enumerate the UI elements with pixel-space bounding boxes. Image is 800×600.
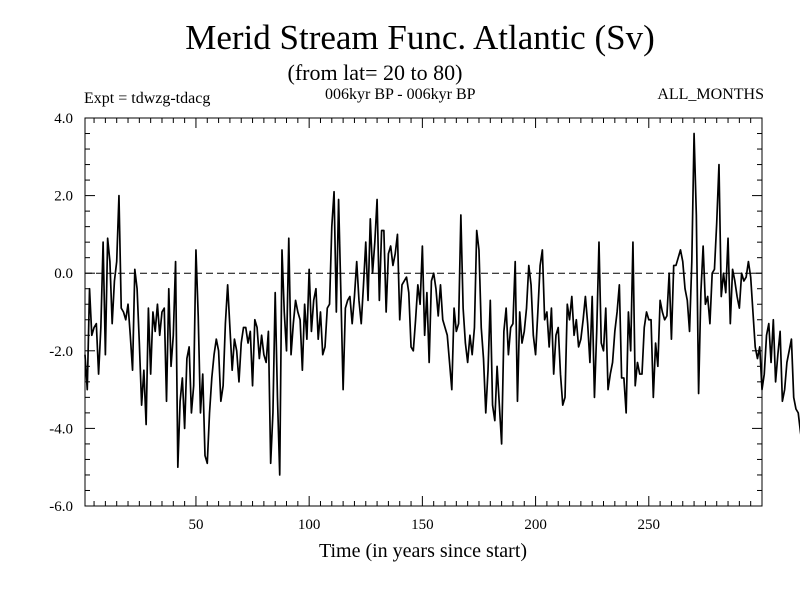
y-tick-label: -2.0 — [49, 344, 73, 360]
y-tick-label: 0.0 — [54, 266, 73, 282]
chart-subtitle: (from lat= 20 to 80) — [287, 60, 463, 85]
y-tick-label: 2.0 — [54, 189, 73, 205]
experiment-label: Expt = tdwzg-tdacg — [84, 90, 211, 107]
months-label: ALL_MONTHS — [657, 86, 764, 103]
x-axis-label: Time (in years since start) — [318, 540, 528, 562]
x-tick-label: 250 — [638, 517, 661, 533]
period-label: 006kyr BP - 006kyr BP — [325, 86, 476, 103]
plot-frame — [84, 117, 763, 507]
chart-title: Merid Stream Func. Atlantic (Sv) — [185, 18, 655, 57]
x-tick-label: 200 — [524, 517, 547, 533]
y-tick-label: -6.0 — [49, 499, 73, 515]
x-tick-label: 150 — [411, 517, 434, 533]
y-tick-label: 4.0 — [54, 111, 73, 127]
y-tick-label: -4.0 — [49, 421, 73, 437]
x-tick-label: 100 — [298, 517, 321, 533]
x-tick-label: 50 — [188, 517, 203, 533]
series-line — [84, 132, 800, 476]
tick-labels: 50 100 150 200 250 -6.0 -4.0 -2.0 0.0 2.0 4.0 — [49, 111, 660, 533]
